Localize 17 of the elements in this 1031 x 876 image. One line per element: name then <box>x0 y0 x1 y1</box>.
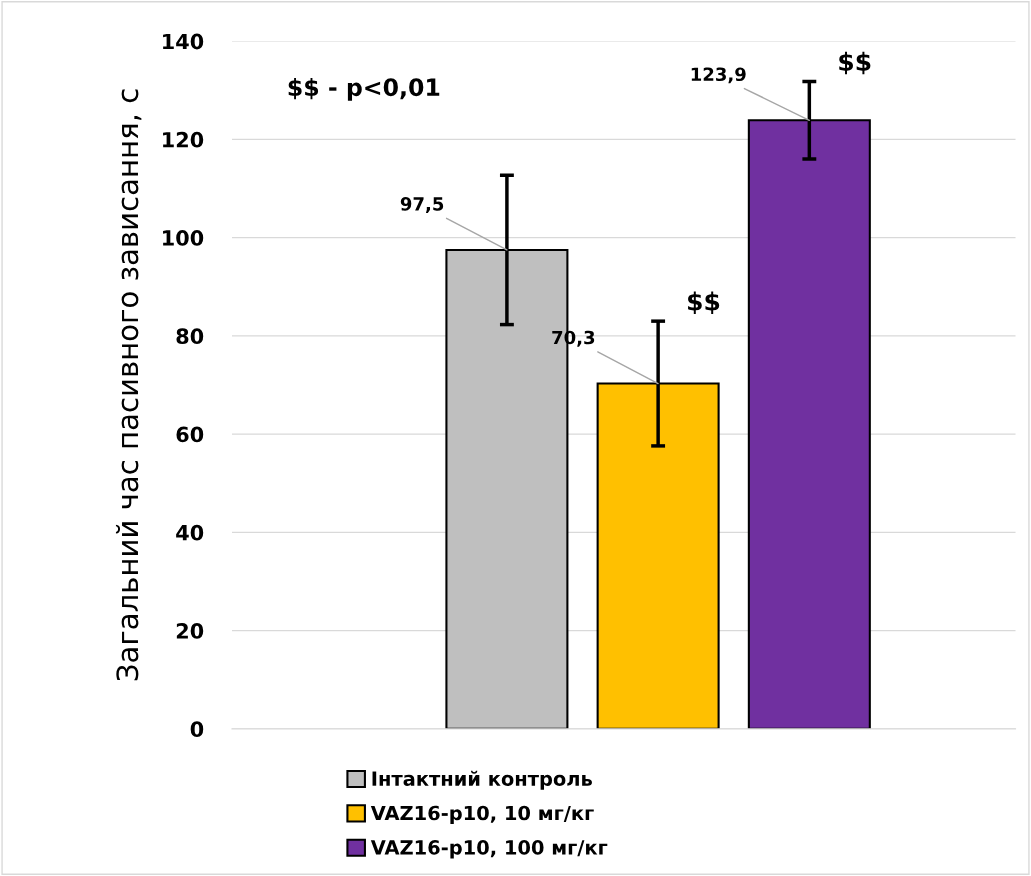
legend-label: Інтактний контроль <box>372 770 592 790</box>
y-tick-label: 0 <box>190 721 204 738</box>
y-tick-label: 60 <box>176 426 204 443</box>
annotation: $$ <box>688 291 720 315</box>
data-label: 97,5 <box>400 197 444 214</box>
annotation: $$ - p<0,01 <box>288 77 440 101</box>
y-tick-label: 140 <box>163 33 204 50</box>
y-tick-label: 120 <box>163 131 204 148</box>
y-tick-label: 100 <box>163 230 204 246</box>
annotation: $$ <box>839 51 871 75</box>
y-tick-label: 20 <box>176 623 204 639</box>
legend-label: VAZ16-p10, 100 мг/кг <box>370 840 608 859</box>
y-tick-label: 80 <box>176 328 204 345</box>
legend-label: VAZ16-p10, 10 мг/кг <box>370 805 594 825</box>
y-tick-label: 40 <box>176 524 204 541</box>
data-label: 123,9 <box>691 67 746 84</box>
y-axis-title: Загальний час пасивного зависання, с <box>115 89 142 681</box>
